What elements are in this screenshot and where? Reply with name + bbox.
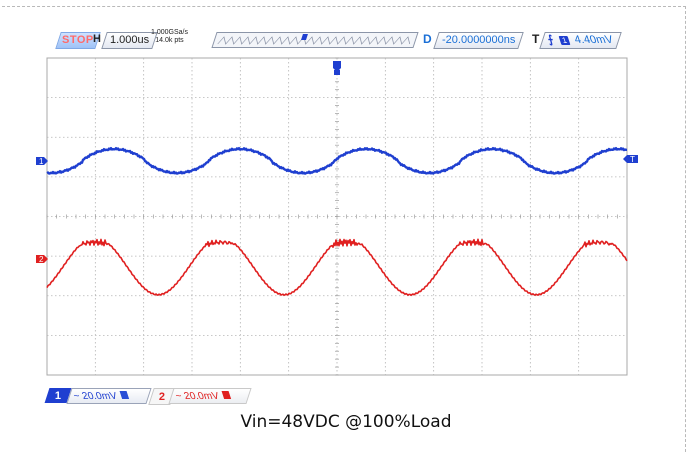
channel-1-waveform bbox=[46, 147, 628, 175]
channel-2-waveform bbox=[46, 238, 628, 297]
bandwidth-limit-icon bbox=[221, 390, 232, 399]
memory-window-pattern bbox=[217, 34, 411, 45]
figure-caption: Vin=48VDC @100%Load bbox=[240, 412, 452, 432]
trigger-level-marker[interactable]: T bbox=[623, 155, 638, 164]
channel-1-ground-marker[interactable]: 1 bbox=[36, 157, 48, 166]
trigger-position-flag[interactable] bbox=[333, 61, 341, 75]
channel-1-scale[interactable]: ~ 20.0mV bbox=[66, 388, 152, 404]
channel-2-ground-marker[interactable]: 2 bbox=[36, 255, 48, 264]
horizontal-label: H bbox=[93, 33, 101, 45]
channel-2-marker-label: 2 bbox=[39, 255, 44, 264]
trigger-position-marker bbox=[301, 34, 308, 40]
sample-rate: 1.000GSa/s bbox=[151, 29, 188, 36]
trigger-label: T bbox=[532, 32, 540, 46]
page-frame bbox=[2, 6, 686, 452]
scope-status-bar: STOP H 1.000us 1.000GSa/s 14.0k pts D -2… bbox=[48, 28, 643, 52]
trigger-level-marker-label: T bbox=[630, 155, 635, 164]
bandwidth-limit-icon bbox=[119, 390, 130, 399]
channel-2-scale-value: ~ 20.0mV bbox=[174, 390, 221, 402]
channel-2-scale[interactable]: ~ 20.0mV bbox=[168, 388, 252, 404]
delay-label: D bbox=[423, 32, 432, 46]
channel-1-marker-label: 1 bbox=[39, 157, 44, 166]
graticule-grid bbox=[47, 58, 627, 375]
acquisition-info: 1.000GSa/s 14.0k pts bbox=[151, 29, 188, 47]
channel-1-scale-value: ~ 20.0mV bbox=[72, 390, 119, 402]
memory-window-bar[interactable] bbox=[211, 32, 419, 48]
memory-depth: 14.0k pts bbox=[155, 37, 184, 44]
